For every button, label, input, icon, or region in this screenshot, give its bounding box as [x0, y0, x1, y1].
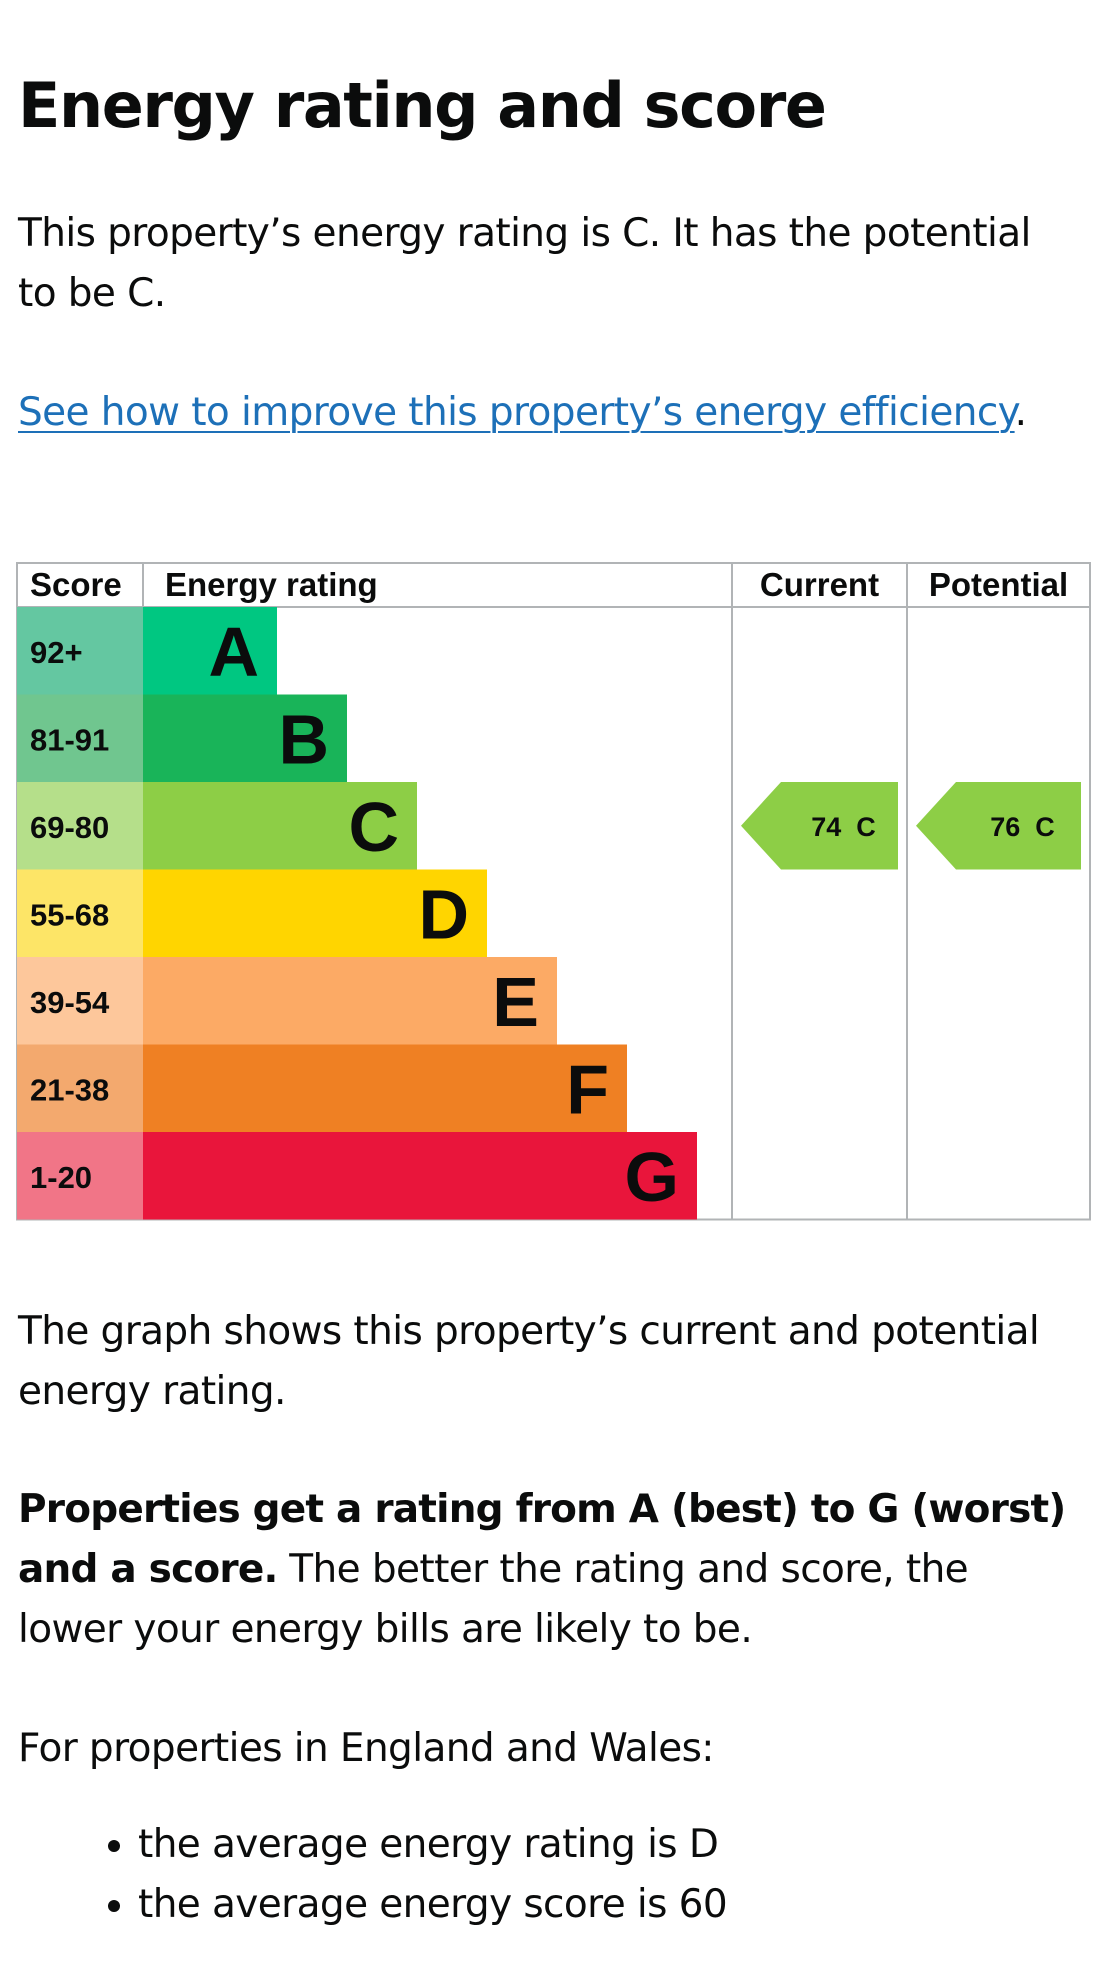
header-potential: Potential [929, 566, 1068, 603]
rating-explanation-bold: Properties get a rating from A (best) to… [18, 1487, 1066, 1592]
improve-efficiency-link[interactable]: See how to improve this property’s energ… [18, 390, 1015, 435]
score-cell-g [17, 1132, 143, 1220]
rating-bar-d [143, 869, 487, 957]
current-rating-marker [741, 782, 898, 870]
score-label-b: 81-91 [30, 722, 109, 757]
current-rating-label: 74 C [811, 812, 876, 842]
score-cell-a [17, 607, 143, 695]
rating-bar-b [143, 694, 347, 782]
rating-letter-e: E [492, 963, 539, 1041]
score-label-d: 55-68 [30, 897, 109, 932]
rating-bar-f [143, 1044, 627, 1132]
link-suffix: . [1014, 390, 1027, 435]
score-cell-f [17, 1044, 143, 1132]
fact-average-score: the average energy score is 60 [138, 1875, 728, 1935]
fact-average-rating: the average energy rating is D [138, 1815, 727, 1875]
improve-paragraph: See how to improve this property’s energ… [18, 383, 1078, 443]
score-cell-d [17, 869, 143, 957]
score-cell-c [17, 782, 143, 870]
rating-letter-g: G [625, 1138, 679, 1216]
rating-bar-g [143, 1132, 697, 1220]
rating-explanation: Properties get a rating from A (best) to… [18, 1480, 1078, 1660]
score-cell-e [17, 957, 143, 1045]
rating-bar-a [143, 607, 277, 695]
score-label-e: 39-54 [30, 985, 110, 1020]
potential-rating-marker [916, 782, 1081, 870]
rating-letter-d: D [418, 875, 469, 953]
score-label-f: 21-38 [30, 1072, 109, 1107]
rating-bar-c [143, 782, 417, 870]
region-note: For properties in England and Wales: [18, 1726, 714, 1771]
score-label-a: 92+ [30, 635, 83, 670]
header-current: Current [760, 566, 879, 603]
page-title: Energy rating and score [18, 69, 827, 142]
rating-explanation-rest: The better the rating and score, the low… [18, 1547, 969, 1652]
rating-letter-b: B [278, 700, 329, 778]
intro-text: This property’s energy rating is C. It h… [18, 211, 1031, 316]
score-cell-b [17, 694, 143, 782]
average-facts-list: the average energy rating is D the avera… [18, 1815, 728, 1935]
rating-bar-e [143, 957, 557, 1045]
potential-rating-label: 76 C [990, 812, 1055, 842]
chart-frame [16, 562, 1091, 1221]
rating-letter-f: F [566, 1050, 609, 1128]
score-label-c: 69-80 [30, 810, 109, 845]
rating-letter-c: C [348, 788, 399, 866]
header-score: Score [30, 566, 122, 603]
score-label-g: 1-20 [30, 1160, 92, 1195]
graph-description: The graph shows this property’s current … [18, 1309, 1040, 1414]
rating-letter-a: A [208, 613, 259, 691]
header-energy-rating: Energy rating [165, 566, 378, 603]
